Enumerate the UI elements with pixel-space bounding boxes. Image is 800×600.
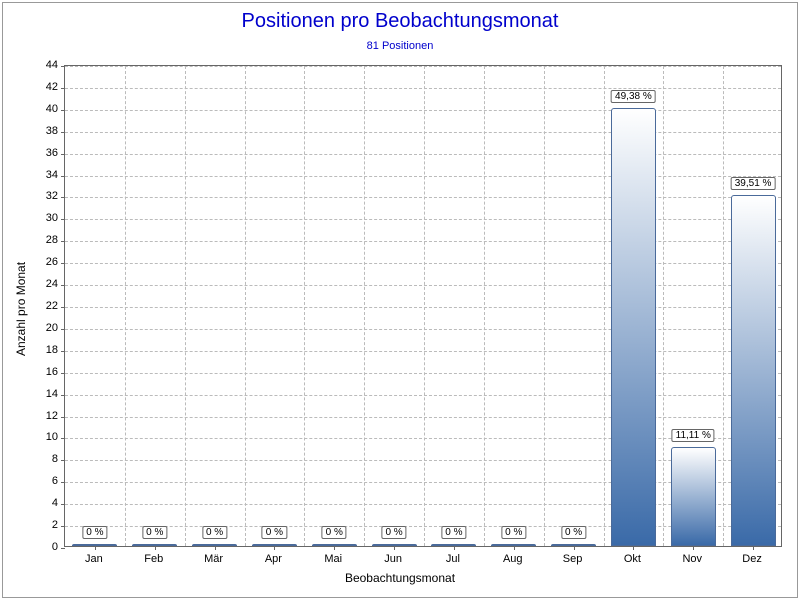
bar — [611, 108, 656, 546]
x-tick-label: Jul — [446, 553, 460, 565]
bar-percent-label: 0 % — [262, 526, 287, 539]
plot-area: 0 % 0 % 0 % 0 % 0 % 0 % 0 % 0 % 0 % 49,38 % 11,11 … — [64, 65, 782, 547]
x-tick-label: Feb — [144, 553, 163, 565]
gridline-horizontal — [65, 176, 781, 177]
bar — [731, 195, 776, 546]
gridline-vertical — [723, 66, 724, 546]
bar-percent-label: 0 % — [381, 526, 406, 539]
y-tick-label: 22 — [28, 300, 58, 312]
y-tick-label: 34 — [28, 169, 58, 181]
bar — [192, 544, 237, 547]
y-axis-label: Anzahl pro Monat — [14, 262, 28, 356]
x-axis-label: Beobachtungsmonat — [0, 571, 800, 585]
y-tick-label: 0 — [28, 541, 58, 553]
y-tick-label: 12 — [28, 410, 58, 422]
bar-percent-label: 0 % — [501, 526, 526, 539]
y-tick-label: 16 — [28, 366, 58, 378]
bar-percent-label: 0 % — [322, 526, 347, 539]
gridline-vertical — [185, 66, 186, 546]
x-tick-label: Mär — [204, 553, 223, 565]
gridline-horizontal — [65, 154, 781, 155]
bar — [431, 544, 476, 547]
gridline-horizontal — [65, 329, 781, 330]
y-tick-label: 10 — [28, 431, 58, 443]
gridline-horizontal — [65, 395, 781, 396]
gridline-horizontal — [65, 219, 781, 220]
gridline-horizontal — [65, 373, 781, 374]
y-tick-label: 28 — [28, 234, 58, 246]
x-tick-label: Jan — [85, 553, 103, 565]
bar-percent-label: 0 % — [561, 526, 586, 539]
bar — [551, 544, 596, 547]
gridline-vertical — [364, 66, 365, 546]
y-tick-label: 24 — [28, 278, 58, 290]
y-tick-label: 20 — [28, 322, 58, 334]
y-tick-label: 2 — [28, 519, 58, 531]
bar — [312, 544, 357, 547]
y-tick-label: 6 — [28, 475, 58, 487]
bar — [132, 544, 177, 547]
bar — [671, 447, 716, 546]
bar — [252, 544, 297, 547]
x-tick-label: Dez — [742, 553, 762, 565]
y-tick-label: 44 — [28, 59, 58, 71]
gridline-vertical — [424, 66, 425, 546]
gridline-horizontal — [65, 263, 781, 264]
x-tick-label: Jun — [384, 553, 402, 565]
y-tick-label: 4 — [28, 497, 58, 509]
bar-percent-label: 49,38 % — [611, 90, 656, 103]
bar-percent-label: 0 % — [202, 526, 227, 539]
y-tick-label: 42 — [28, 81, 58, 93]
chart-container: { "chart": { "type": "bar", "title": "Po… — [0, 0, 800, 600]
bar — [491, 544, 536, 547]
gridline-horizontal — [65, 88, 781, 89]
gridline-vertical — [663, 66, 664, 546]
bar-percent-label: 11,11 % — [672, 429, 715, 442]
bar-percent-label: 0 % — [142, 526, 167, 539]
x-tick-label: Mai — [324, 553, 342, 565]
y-tick-label: 38 — [28, 125, 58, 137]
gridline-vertical — [604, 66, 605, 546]
y-tick-label: 32 — [28, 190, 58, 202]
gridline-horizontal — [65, 307, 781, 308]
x-tick-label: Nov — [682, 553, 702, 565]
y-tick-label: 36 — [28, 147, 58, 159]
bar — [372, 544, 417, 547]
x-tick-label: Okt — [624, 553, 641, 565]
bar — [72, 544, 117, 547]
gridline-horizontal — [65, 110, 781, 111]
gridline-vertical — [304, 66, 305, 546]
y-tick-label: 26 — [28, 256, 58, 268]
bar-percent-label: 39,51 % — [731, 177, 776, 190]
gridline-horizontal — [65, 66, 781, 67]
x-tick-label: Sep — [563, 553, 583, 565]
gridline-horizontal — [65, 285, 781, 286]
gridline-vertical — [125, 66, 126, 546]
y-tick-label: 30 — [28, 212, 58, 224]
y-tick-label: 14 — [28, 388, 58, 400]
gridline-horizontal — [65, 241, 781, 242]
gridline-vertical — [245, 66, 246, 546]
gridline-horizontal — [65, 351, 781, 352]
x-tick-label: Aug — [503, 553, 523, 565]
x-tick-label: Apr — [265, 553, 282, 565]
gridline-vertical — [484, 66, 485, 546]
bar-percent-label: 0 % — [82, 526, 107, 539]
chart-title: Positionen pro Beobachtungsmonat — [0, 10, 800, 33]
gridline-vertical — [544, 66, 545, 546]
y-tick-label: 8 — [28, 453, 58, 465]
gridline-horizontal — [65, 417, 781, 418]
gridline-horizontal — [65, 197, 781, 198]
gridline-horizontal — [65, 132, 781, 133]
bar-percent-label: 0 % — [441, 526, 466, 539]
y-tick-label: 18 — [28, 344, 58, 356]
y-tick-label: 40 — [28, 103, 58, 115]
chart-subtitle: 81 Positionen — [0, 40, 800, 52]
